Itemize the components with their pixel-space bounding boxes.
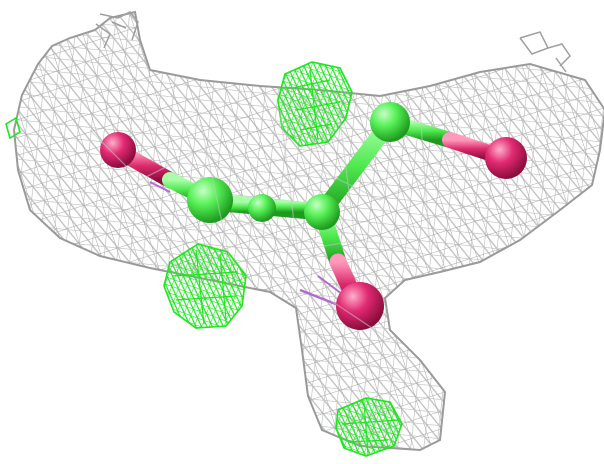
mesh-foreground <box>89 109 441 381</box>
atoms <box>100 102 527 330</box>
atom-carbon[interactable] <box>248 194 276 222</box>
density-blob-bottom <box>335 397 403 457</box>
atom-carbon[interactable] <box>304 194 340 230</box>
density-blob-left <box>163 243 247 329</box>
molecule[interactable] <box>100 102 527 330</box>
atom-carbon[interactable] <box>187 177 233 223</box>
atom-oxygen[interactable] <box>336 282 384 330</box>
atom-oxygen[interactable] <box>485 137 527 179</box>
atom-carbon[interactable] <box>370 102 410 142</box>
atom-oxygen[interactable] <box>100 132 136 168</box>
density-blob-edge <box>5 116 21 140</box>
density-blob-icon <box>5 61 403 457</box>
